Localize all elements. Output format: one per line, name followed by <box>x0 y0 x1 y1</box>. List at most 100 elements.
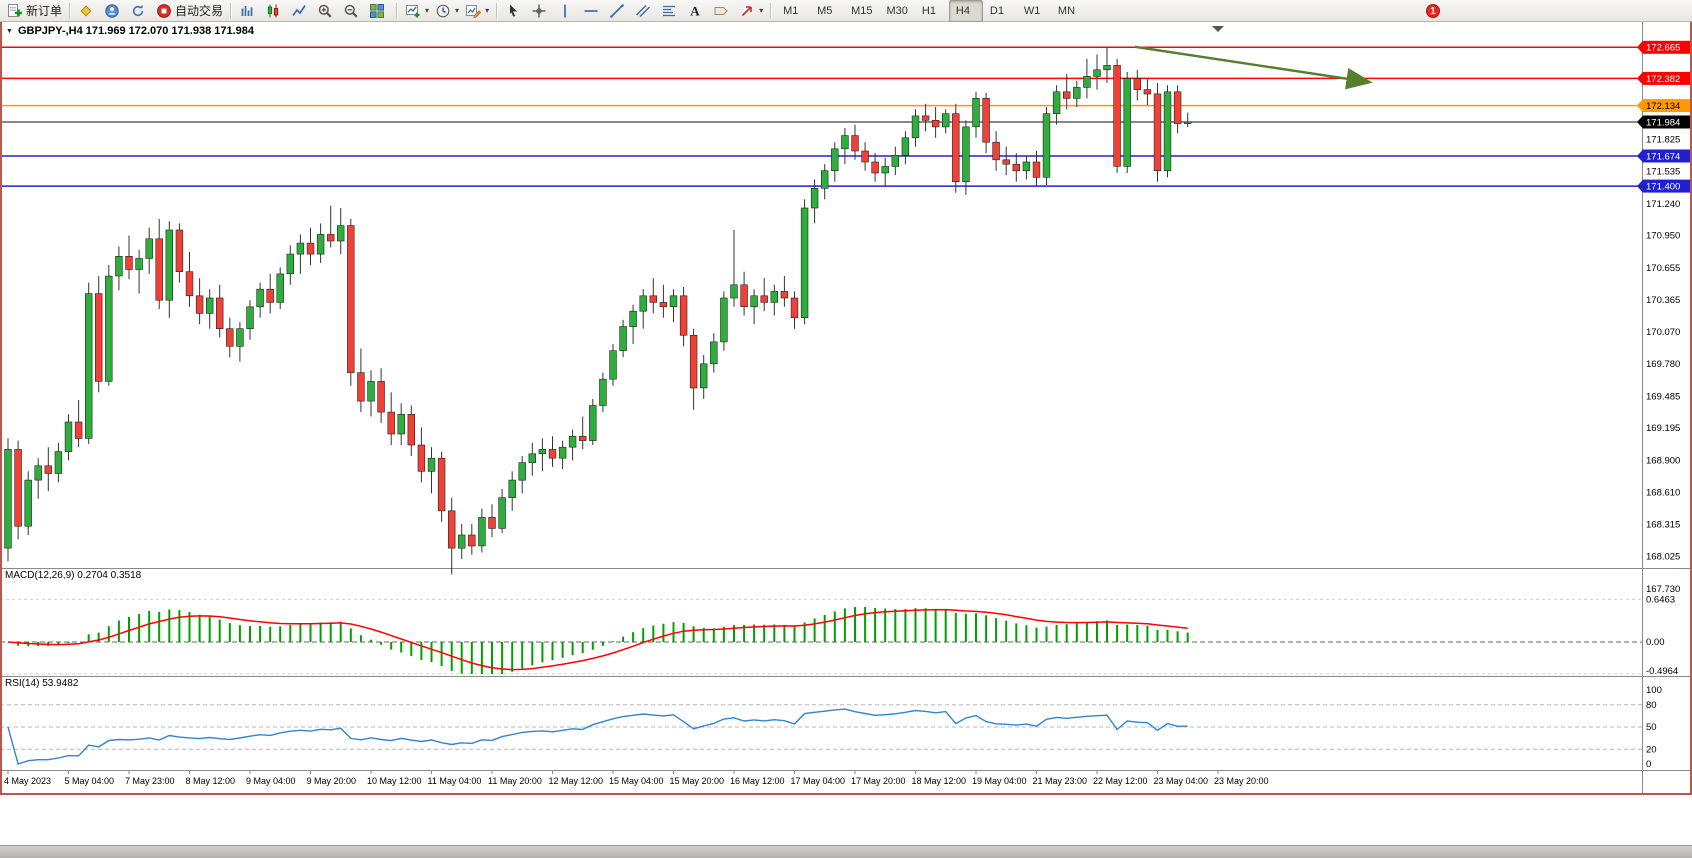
chart-shift-marker[interactable] <box>1212 26 1224 32</box>
refresh-button[interactable] <box>127 1 153 21</box>
zoom-in-icon <box>317 3 333 19</box>
timeframe-m5-label: M5 <box>817 4 833 17</box>
autotrading-button-label: 自动交易 <box>175 4 224 18</box>
svg-text:170.655: 170.655 <box>1646 263 1680 274</box>
arrows-button[interactable]: ▾ <box>736 1 766 21</box>
chart-area[interactable]: 171.825 171.535 171.240 170.950 170.655 170.3… <box>0 22 1692 793</box>
metaeditor-icon <box>78 3 94 19</box>
periods-button[interactable]: ▾ <box>432 1 462 21</box>
main-toolbar: 新订单 自动交易 ▾ ▾ ▾ A ▾ M1 M5 M15 M30 H1 H4 D1 W1 MN <box>0 0 1692 22</box>
crosshair-button[interactable] <box>528 1 554 21</box>
zoom-out-button[interactable] <box>340 1 366 21</box>
cursor-button[interactable] <box>502 1 528 21</box>
templates-button[interactable]: ▾ <box>462 1 492 21</box>
svg-text:172.665: 172.665 <box>1646 43 1680 54</box>
rsi-line <box>7 708 1188 765</box>
notification-badge[interactable]: 1 <box>1426 4 1440 18</box>
svg-text:168.610: 168.610 <box>1646 487 1680 498</box>
label-icon <box>713 3 729 19</box>
rsi-axis: 100 80 50 20 0 <box>1646 685 1662 770</box>
chart-menu-icon[interactable]: ▼ <box>6 27 13 35</box>
candlestick-plot[interactable] <box>4 47 1192 575</box>
chevron-down-icon: ▾ <box>485 6 490 15</box>
rsi-panel[interactable] <box>0 704 1642 765</box>
chevron-down-icon: ▾ <box>455 6 460 15</box>
timeframe-m15[interactable]: M15 <box>844 0 879 22</box>
timeframe-h1-label: H1 <box>921 4 936 17</box>
profiles-button[interactable] <box>101 1 127 21</box>
panel-separators <box>0 22 1692 793</box>
price-axis[interactable]: 171.825 171.535 171.240 170.950 170.655 170.3… <box>1646 135 1680 595</box>
time-axis[interactable]: 4 May 2023 5 May 04:00 7 May 23:00 8 May 12… <box>4 770 1269 786</box>
macd-axis: 0.6463 0.00 -0.4964 <box>1646 595 1678 678</box>
svg-text:11 May 20:00: 11 May 20:00 <box>488 776 542 786</box>
svg-text:168.025: 168.025 <box>1646 552 1680 563</box>
timeframe-m30[interactable]: M30 <box>880 0 915 22</box>
metaeditor-button[interactable] <box>75 1 101 21</box>
tile-windows-button[interactable] <box>366 1 392 21</box>
svg-text:21 May 23:00: 21 May 23:00 <box>1033 776 1088 786</box>
svg-text:171.240: 171.240 <box>1646 199 1680 210</box>
zoom-out-icon <box>343 3 359 19</box>
templates-icon <box>465 3 482 19</box>
svg-text:11 May 04:00: 11 May 04:00 <box>428 776 482 786</box>
timeframe-d1[interactable]: D1 <box>983 0 1017 22</box>
macd-panel[interactable] <box>0 598 1642 675</box>
new-chart-button[interactable]: ▾ <box>402 1 432 21</box>
timeframe-h1[interactable]: H1 <box>915 0 949 22</box>
line-chart-button[interactable] <box>288 1 314 21</box>
new-order-button[interactable]: 新订单 <box>4 1 65 21</box>
autotrading-button[interactable]: 自动交易 <box>153 1 226 21</box>
timeframe-h4[interactable]: H4 <box>948 0 983 22</box>
trendline-button[interactable] <box>606 1 632 21</box>
candle-chart-button[interactable] <box>262 1 288 21</box>
label-button[interactable] <box>710 1 736 21</box>
chart-ohlc-readout: ▼ GBPJPY-,H4 171.969 172.070 171.938 171… <box>6 25 254 37</box>
rsi-label: RSI(14) 53.9482 <box>5 678 79 689</box>
toolbar-separator <box>69 2 72 19</box>
window-border-bottom <box>0 793 1692 795</box>
fibonacci-button[interactable] <box>658 1 684 21</box>
svg-text:100: 100 <box>1646 685 1662 696</box>
new-chart-icon <box>405 3 421 19</box>
timeframe-mn[interactable]: MN <box>1051 0 1085 22</box>
svg-text:50: 50 <box>1646 722 1657 733</box>
candle-chart-icon <box>265 3 281 19</box>
svg-text:169.485: 169.485 <box>1646 391 1680 402</box>
zoom-in-button[interactable] <box>314 1 340 21</box>
svg-text:170.950: 170.950 <box>1646 231 1680 242</box>
horizontal-line-button[interactable] <box>580 1 606 21</box>
timeframe-w1[interactable]: W1 <box>1017 0 1051 22</box>
svg-text:15 May 04:00: 15 May 04:00 <box>609 776 664 786</box>
timeframe-m1[interactable]: M1 <box>776 0 810 22</box>
timeframe-m15-label: M15 <box>851 4 873 17</box>
window-border-left <box>0 22 2 795</box>
toolbar-separator <box>230 2 233 19</box>
bar-chart-button[interactable] <box>236 1 262 21</box>
horizontal-level-lines[interactable] <box>0 46 1642 187</box>
timeframe-d1-label: D1 <box>989 4 1004 17</box>
chevron-down-icon: ▾ <box>425 6 430 15</box>
tile-windows-icon <box>369 3 385 19</box>
toolbar-separator <box>496 2 499 19</box>
channel-icon <box>635 3 651 19</box>
trend-arrow-annotation[interactable] <box>1134 45 1373 90</box>
fibonacci-icon <box>661 3 677 19</box>
svg-text:15 May 20:00: 15 May 20:00 <box>670 776 725 786</box>
horizontal-line-icon <box>583 3 599 19</box>
text-button[interactable]: A <box>684 1 710 21</box>
autotrading-icon <box>156 3 172 19</box>
profiles-icon <box>104 3 120 19</box>
timeframe-mn-label: MN <box>1057 4 1076 17</box>
refresh-icon <box>130 3 146 19</box>
svg-text:18 May 12:00: 18 May 12:00 <box>912 776 967 786</box>
svg-text:12 May 12:00: 12 May 12:00 <box>549 776 604 786</box>
timeframe-m5[interactable]: M5 <box>810 0 844 22</box>
arrows-icon <box>739 3 755 19</box>
vertical-line-button[interactable] <box>554 1 580 21</box>
svg-text:169.195: 169.195 <box>1646 423 1680 434</box>
svg-text:9 May 04:00: 9 May 04:00 <box>246 776 296 786</box>
channel-button[interactable] <box>632 1 658 21</box>
svg-text:17 May 20:00: 17 May 20:00 <box>851 776 906 786</box>
svg-text:5 May 04:00: 5 May 04:00 <box>65 776 115 786</box>
